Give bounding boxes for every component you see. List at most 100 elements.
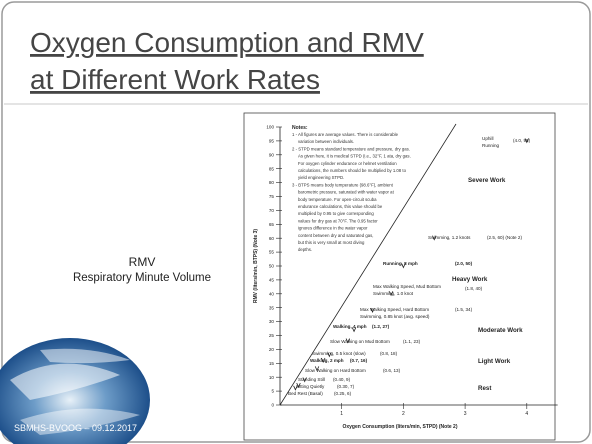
zone-label: Heavy Work — [452, 276, 488, 283]
cloud — [40, 348, 130, 364]
x-tick-label: 3 — [464, 411, 467, 417]
x-tick-label: 4 — [525, 411, 528, 417]
note-line: but this is very small at most diving — [298, 240, 365, 245]
y-tick-label: 20 — [269, 347, 275, 352]
point-label: Uphill — [482, 136, 494, 141]
note-line: 2 - STPD means standard temperature and … — [292, 146, 410, 151]
zone-label: Severe Work — [468, 177, 506, 184]
point-label: Sitting Quietly — [296, 384, 325, 389]
side-label: Respiratory Minute Volume — [73, 272, 211, 284]
point-marker — [327, 352, 332, 358]
note-line: calculations, the numbers should be mult… — [298, 168, 407, 173]
point-marker — [524, 138, 529, 144]
point-marker — [314, 366, 320, 372]
note-line: endurance calculations, this value shoul… — [298, 204, 383, 209]
y-tick-label: 45 — [269, 278, 275, 283]
point-label: Swimming, 1.0 knot — [373, 291, 414, 296]
point-coords: (2.5, 60) (Note 2) — [487, 235, 522, 240]
y-tick-label: 55 — [269, 250, 275, 255]
chart: 0 5 10 15 20 25 30 35 40 45 50 55 60 65 70 75 80 85 90 95 10… — [253, 123, 558, 430]
point-label: Max Walking Speed, Mud Bottom — [373, 284, 441, 289]
point-label: Walking, 2 mph — [310, 358, 344, 363]
y-tick-label: 75 — [269, 194, 275, 199]
note-line: For oxygen cylinder endurance or helmet … — [298, 161, 397, 166]
cloud — [10, 363, 120, 400]
y-tick-label: 85 — [269, 166, 275, 171]
point-coords: (4.0, 95) — [513, 138, 531, 143]
point-marker — [296, 382, 301, 389]
point-label: Slow Walking on Mud Bottom — [330, 339, 390, 344]
chart-panel — [243, 112, 556, 441]
point-marker — [370, 307, 375, 313]
x-tick-label: 2 — [402, 411, 405, 417]
y-tick-label: 100 — [266, 125, 274, 130]
point-label: Swimming, 0.5 knot (slow) — [312, 351, 366, 356]
point-coords: (0.25, 6) — [334, 391, 352, 396]
y-tick-label: 25 — [269, 333, 275, 338]
notes-title: Notes: — [292, 125, 308, 131]
y-tick-label: 70 — [269, 208, 275, 213]
point-label: Walking, 4 mph — [333, 324, 367, 329]
side-label: RMV — [129, 255, 156, 269]
y-tick-label: 10 — [269, 375, 275, 380]
note-line: ignores difference in the water vapor — [298, 226, 368, 231]
point-marker — [351, 327, 357, 333]
y-axis-label: RMV (liters/min, BTPS) (Note 3) — [253, 229, 259, 304]
point-marker — [302, 377, 307, 383]
y-tick-label: 95 — [269, 139, 275, 144]
y-tick-label: 35 — [269, 305, 275, 310]
note-line: 1 - All figures are average values. Ther… — [292, 132, 399, 137]
point-coords: (0.40, 9) — [333, 377, 351, 382]
point-label: Running — [482, 143, 500, 148]
footer: SBMHS-BVOOG – 09.12.2017 — [14, 423, 137, 433]
slide-title: Oxygen Consumption and RMV — [30, 27, 424, 58]
note-line: values for dry gas at 70°F. The 0.95 fac… — [298, 218, 378, 223]
y-tick-label: 15 — [269, 361, 275, 366]
y-tick-label: 0 — [271, 403, 274, 408]
point-marker — [432, 235, 437, 241]
zone-label: Moderate Work — [478, 327, 523, 334]
point-marker — [388, 291, 394, 297]
point-coords: (0.6, 13) — [383, 368, 401, 373]
y-tick-label: 60 — [269, 236, 275, 241]
zone-label: Light Work — [478, 358, 511, 365]
note-line: variation between individuals. — [298, 139, 354, 144]
cloud — [20, 408, 140, 435]
note-line: barometric pressure, saturated with wate… — [298, 190, 395, 195]
y-tick-label: 80 — [269, 180, 275, 185]
note-line: content between dry and saturated gas, — [298, 233, 374, 238]
point-coords: (1.1, 23) — [403, 339, 421, 344]
note-line: As given here, it is medical STPD (i.e.,… — [298, 154, 411, 159]
point-label: Max Walking Speed, Hard Bottom — [360, 307, 429, 312]
y-tick-label: 5 — [271, 389, 274, 394]
point-coords: (1.8, 40) — [465, 286, 483, 291]
point-marker — [345, 338, 351, 344]
point-marker — [401, 263, 406, 269]
y-tick-label: 90 — [269, 152, 275, 157]
point-coords: (1.2, 27) — [372, 324, 390, 329]
note-line: depths. — [298, 247, 312, 252]
note-line: 3 - BTPS means body temperature (98.6°F)… — [292, 182, 394, 187]
point-coords: (0.30, 7) — [337, 384, 355, 389]
note-line: yield engineering STPD. — [298, 175, 344, 180]
point-label: Standing Still — [298, 377, 325, 382]
note-line: body temperature. For open-circuit scuba — [298, 197, 377, 202]
y-tick-label: 65 — [269, 222, 275, 227]
point-label: Running, 8 mph — [383, 261, 418, 266]
x-tick-label: 1 — [340, 411, 343, 417]
trend-line — [279, 123, 457, 406]
point-label: Swimming, 1.2 knots — [428, 235, 471, 240]
x-axis-label: Oxygen Consumption (liters/min, STPD) (N… — [342, 424, 457, 430]
zone-label: Rest — [478, 385, 491, 392]
y-tick-label: 50 — [269, 264, 275, 269]
earth — [0, 338, 150, 444]
point-coords: (0.7, 16) — [350, 358, 368, 363]
point-label: Swimming, 0.85 knot (avg. speed) — [360, 314, 430, 319]
y-tick-label: 40 — [269, 291, 275, 296]
point-coords: (2.0, 50) — [455, 261, 473, 266]
point-label: Bed Rest (Basal) — [288, 391, 323, 396]
point-marker — [321, 357, 326, 363]
y-tick-label: 30 — [269, 319, 275, 324]
point-marker — [293, 385, 298, 391]
